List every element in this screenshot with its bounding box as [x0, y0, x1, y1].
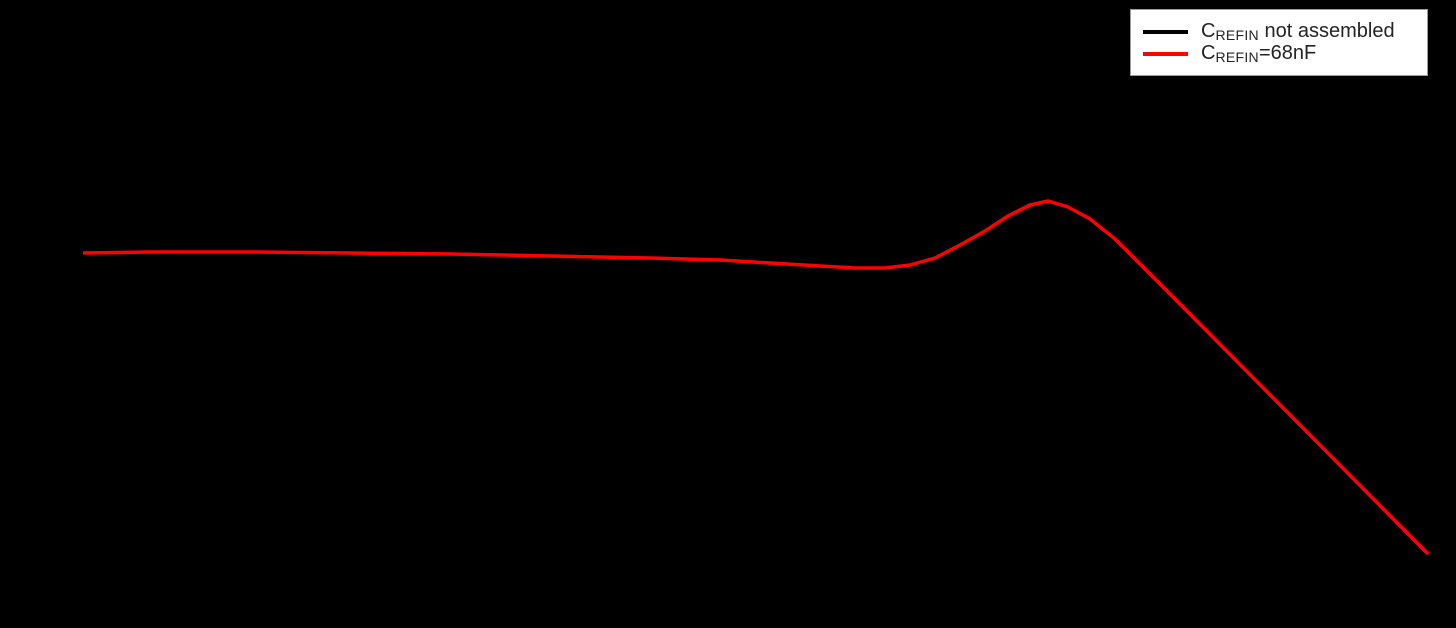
legend-label-crefin-not-assembled: CREFIN not assembled — [1201, 20, 1395, 43]
legend-line-swatch-black — [1143, 29, 1188, 34]
legend-line-swatch-red — [1143, 51, 1188, 56]
legend-item-crefin-not-assembled: CREFIN not assembled — [1143, 20, 1427, 43]
legend-label-crefin-68nf: CREFIN=68nF — [1201, 42, 1317, 65]
legend: CREFIN not assembled CREFIN=68nF — [1130, 9, 1428, 76]
legend-item-crefin-68nf: CREFIN=68nF — [1143, 42, 1427, 65]
series-line-crefin-68nf — [82, 199, 1430, 556]
